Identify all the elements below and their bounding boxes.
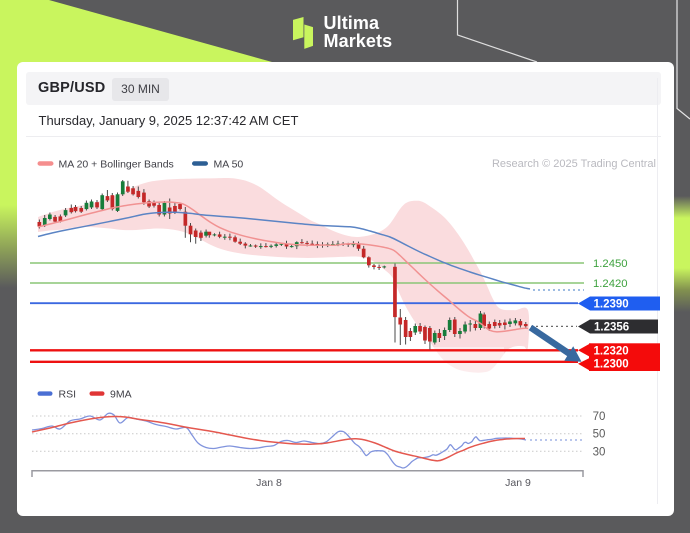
svg-text:50: 50	[593, 429, 606, 441]
svg-text:Jan 8: Jan 8	[256, 477, 282, 489]
svg-text:70: 70	[593, 411, 606, 423]
svg-text:Jan 9: Jan 9	[505, 477, 531, 489]
svg-text:1.2356: 1.2356	[594, 322, 629, 334]
svg-text:9MA: 9MA	[110, 388, 132, 400]
svg-text:MA 20 + Bollinger Bands: MA 20 + Bollinger Bands	[59, 159, 174, 171]
svg-text:1.2320: 1.2320	[594, 345, 629, 357]
svg-text:1.2450: 1.2450	[593, 258, 628, 270]
svg-text:1.2300: 1.2300	[594, 358, 629, 370]
svg-text:Research © 2025 Trading Centra: Research © 2025 Trading Central	[492, 158, 656, 170]
svg-text:MA 50: MA 50	[214, 159, 244, 171]
svg-text:1.2390: 1.2390	[594, 299, 629, 311]
svg-text:RSI: RSI	[59, 388, 77, 400]
svg-text:30: 30	[593, 446, 606, 458]
svg-text:1.2420: 1.2420	[593, 278, 628, 290]
